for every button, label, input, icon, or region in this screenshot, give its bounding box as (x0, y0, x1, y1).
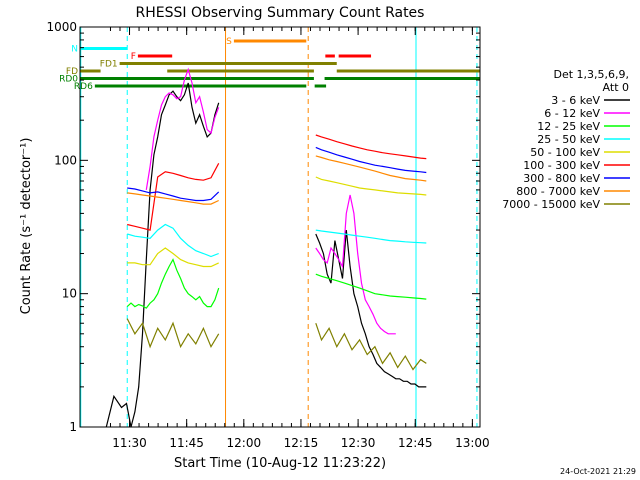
series-line-5-1 (315, 134, 427, 160)
legend-entry-label: 100 - 300 keV (523, 159, 600, 172)
legend-entry-label: 7000 - 15000 keV (502, 198, 600, 211)
legend-entry-label: 3 - 6 keV (551, 94, 600, 107)
legend-entry-label: 300 - 800 keV (523, 172, 600, 185)
series-line-4-0 (127, 247, 219, 268)
x-tick-label: 13:00 (455, 436, 490, 450)
y-tick-label: 1 (69, 420, 77, 434)
series-line-7-0 (127, 192, 219, 205)
series-line-2-1 (315, 273, 427, 300)
x-axis-label: Start Time (10-Aug-12 11:23:22) (174, 456, 386, 471)
legend-subheader: Att 0 (603, 81, 629, 94)
series-line-1-1 (315, 194, 396, 335)
legend-header: Det 1,3,5,6,9, (553, 68, 629, 81)
y-axis-label: Count Rate (s⁻¹ detector⁻¹) (19, 138, 34, 315)
legend-entry-label: 25 - 50 keV (537, 133, 600, 146)
plot-frame (79, 26, 481, 428)
flag-label-rd0: RD0 (59, 75, 78, 85)
series-line-3-0 (127, 223, 219, 258)
series-line-4-1 (315, 176, 427, 196)
flag-label-f: F (131, 52, 136, 62)
x-tick-label: 11:45 (169, 436, 204, 450)
y-tick-label: 100 (54, 153, 77, 167)
x-tick-label: 12:45 (398, 436, 433, 450)
legend-entry-label: 12 - 25 keV (537, 120, 600, 133)
chart-title: RHESSI Observing Summary Count Rates (136, 5, 425, 21)
flag-label-fd1: FD1 (100, 60, 118, 70)
series-line-1-0 (145, 67, 220, 190)
flag-label-rd6: RD6 (74, 82, 93, 92)
x-tick-label: 12:30 (341, 436, 376, 450)
footer-date: 24-Oct-2021 21:29 (560, 467, 636, 476)
x-tick-label: 12:00 (227, 436, 262, 450)
series-line-5-0 (127, 163, 220, 231)
x-tick-label: 12:15 (284, 436, 319, 450)
series-line-2-0 (126, 258, 220, 309)
series-line-7-1 (315, 155, 427, 182)
flag-label-fd: FD (66, 67, 78, 77)
series-line-3-1 (315, 229, 427, 244)
series-line-8-1 (315, 323, 427, 371)
y-tick-label: 1000 (46, 20, 77, 34)
series-line-6-0 (127, 187, 220, 202)
legend-entry-label: 50 - 100 keV (530, 146, 600, 159)
flag-label-s: S (226, 37, 232, 47)
legend-entry-label: 800 - 7000 keV (516, 185, 600, 198)
flag-label-n: N (71, 45, 78, 55)
x-tick-label: 11:30 (112, 436, 147, 450)
series-line-0-0 (105, 82, 220, 427)
y-tick-label: 10 (62, 287, 77, 301)
legend-entry-label: 6 - 12 keV (544, 107, 600, 120)
series-line-6-1 (315, 146, 427, 174)
series-line-8-0 (126, 318, 220, 349)
